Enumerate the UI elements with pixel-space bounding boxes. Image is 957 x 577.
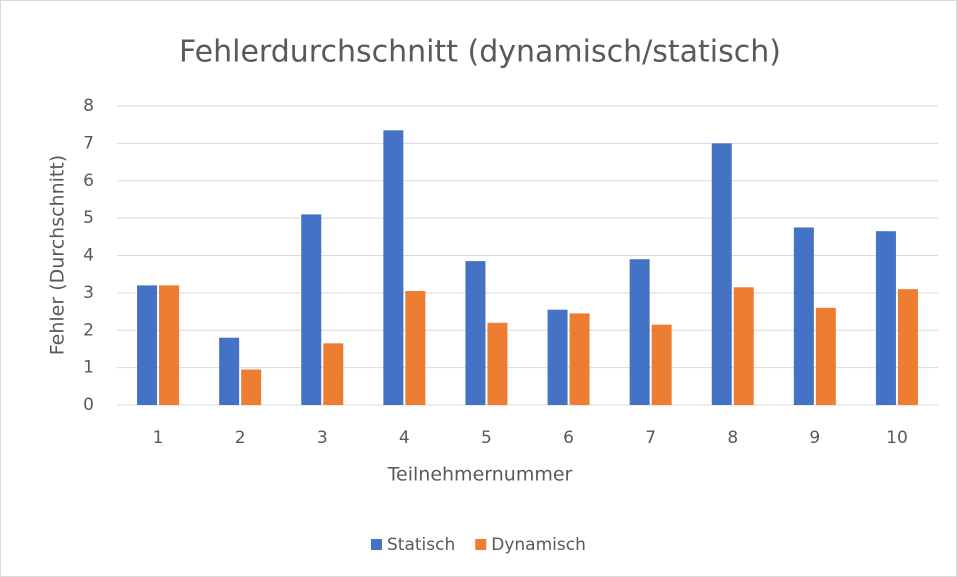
bar [219, 337, 240, 405]
x-axis-label: Teilnehmernummer [387, 464, 573, 486]
y-tick-label: 0 [83, 395, 94, 415]
bar [241, 369, 262, 405]
x-tick-label: 3 [317, 428, 328, 448]
bar [793, 227, 814, 405]
bar [301, 214, 322, 405]
y-axis-label: Fehler (Durchschnitt) [47, 155, 69, 355]
legend-swatch [475, 539, 487, 550]
bar [711, 143, 732, 405]
bar [137, 285, 158, 405]
bar [465, 261, 486, 405]
bar [897, 289, 918, 405]
bar [383, 130, 404, 405]
y-tick-label: 4 [83, 246, 94, 266]
y-tick-label: 2 [83, 320, 94, 340]
x-tick-label: 5 [481, 428, 492, 448]
bar [487, 322, 508, 405]
x-tick-label: 7 [645, 428, 656, 448]
x-tick-label: 2 [235, 428, 246, 448]
x-tick-label: 10 [886, 428, 908, 448]
y-tick-label: 3 [83, 283, 94, 303]
legend-label: Dynamisch [491, 535, 586, 555]
legend-swatch [371, 539, 382, 550]
y-tick-label: 1 [83, 358, 94, 378]
bar [629, 259, 650, 405]
y-tick-label: 7 [83, 133, 94, 153]
y-tick-label: 6 [83, 171, 94, 191]
chart-title: Fehlerdurchschnitt (dynamisch/statisch) [179, 35, 781, 70]
legend-label: Statisch [387, 535, 455, 555]
x-tick-label: 4 [399, 428, 410, 448]
x-tick-label: 9 [809, 428, 820, 448]
bar [323, 343, 344, 405]
bar [569, 313, 590, 405]
x-tick-label: 6 [563, 428, 574, 448]
bar [547, 309, 568, 405]
x-tick-label: 1 [153, 428, 164, 448]
bar [159, 285, 180, 405]
bar [875, 231, 896, 405]
y-tick-label: 8 [83, 96, 94, 116]
bar [405, 291, 426, 405]
bar [733, 287, 754, 405]
y-tick-label: 5 [83, 208, 94, 228]
bar [651, 324, 672, 405]
x-tick-label: 8 [727, 428, 738, 448]
bar [815, 307, 836, 405]
